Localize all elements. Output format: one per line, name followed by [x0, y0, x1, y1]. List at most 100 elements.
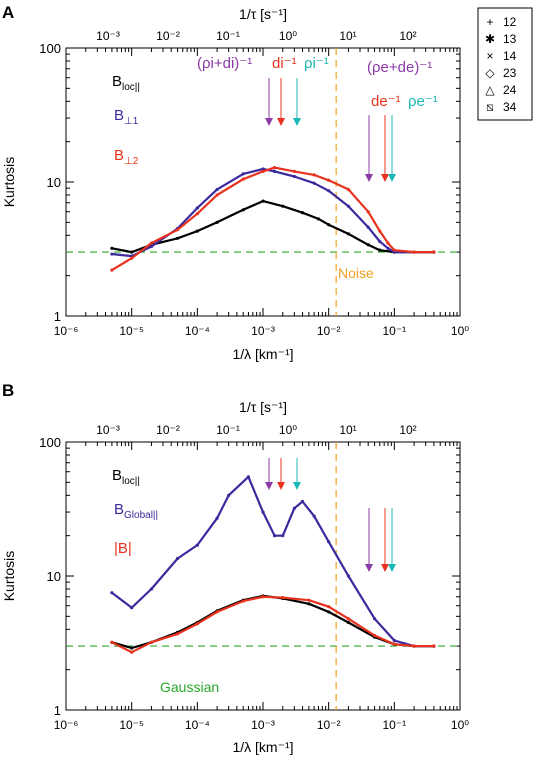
- panel-a-series-point: [432, 250, 436, 254]
- panel-a-annotations: (ρi+di)⁻¹ di⁻¹ ρi⁻¹ (ρe+de)⁻¹ de⁻¹ ρe⁻¹: [197, 55, 438, 182]
- panel-b-series-line-1: [111, 475, 434, 648]
- panel-b-annotations: [265, 458, 396, 572]
- panel-b-bloc-label: Bloc||: [112, 467, 140, 487]
- legend-symbol: ✱: [485, 32, 495, 46]
- panel-a-series-line-2: [111, 166, 434, 272]
- panel-a-series-point: [378, 248, 382, 252]
- panel-a-series-point: [312, 181, 316, 185]
- panel-b-scale-arrow-head: [388, 564, 396, 572]
- panel-b-scale-arrow-head: [293, 482, 301, 490]
- panel-a-xlabel: 1/λ [km⁻¹]: [232, 346, 293, 362]
- panel-b-scale-arrow-head: [277, 482, 285, 490]
- panel-a-x2-tick-label: 10⁻¹: [216, 29, 240, 43]
- panel-a-series-point: [366, 225, 370, 229]
- panel-b-series-point: [215, 516, 219, 520]
- panel-a-series-point: [110, 268, 114, 272]
- panel-a-x-tick-label: 10⁻¹: [382, 324, 406, 338]
- panel-a-annotation-label: de⁻¹: [371, 93, 401, 110]
- panel-a-scale-arrow-head: [265, 118, 273, 126]
- panel-a-series-point: [195, 206, 199, 210]
- panel-b-series-point: [292, 506, 296, 510]
- panel-a-series-point: [281, 204, 285, 208]
- panel-a-series-point: [272, 166, 277, 170]
- panel-b-series-point: [327, 605, 331, 609]
- legend-frame: [477, 7, 533, 121]
- panel-a-series-point: [215, 220, 219, 224]
- panel-a-series-line-0: [111, 200, 434, 254]
- panel-b-series-point: [149, 587, 154, 591]
- legend-label: 34: [503, 100, 517, 114]
- panel-a-x-tick-label: 10⁻⁴: [185, 324, 210, 338]
- panel-b-series-point: [130, 606, 134, 610]
- panel-b-xlabel: 1/λ [km⁻¹]: [232, 739, 293, 755]
- panel-b-label: B: [2, 381, 14, 400]
- panel-b-bglobal-label: BGlobal||: [114, 501, 158, 521]
- panel-a-scale-arrow-head: [388, 174, 396, 182]
- legend-symbol: ◇: [485, 66, 495, 80]
- panel-a-y-tick-label: 100: [39, 41, 61, 56]
- panel-a-series-point: [261, 199, 265, 203]
- panel-b-scale-arrow-head: [365, 564, 373, 572]
- panel-a-series-point: [346, 204, 351, 208]
- panel-b-x2-tick-label: 10²: [399, 423, 416, 437]
- panel-b-series-point: [175, 632, 180, 636]
- panel-b-x-tick-label: 10⁻⁶: [54, 718, 79, 732]
- panel-a-series-point: [261, 169, 265, 173]
- panel-a-bloc-label: Bloc||: [112, 73, 140, 93]
- panel-a-annotation-label: (ρe+de)⁻¹: [367, 59, 432, 76]
- panel-a-scale-arrow-head: [293, 118, 301, 126]
- panel-b-x-tick-label: 10⁻²: [317, 718, 341, 732]
- panel-a-series-point: [300, 211, 305, 215]
- panel-a-series-point: [312, 173, 316, 177]
- panel-a: A 10⁻⁶ 10⁻⁵ 10⁻⁴ 10⁻³ 10⁻² 10⁻¹ 10⁰ 10⁻³ 10⁻² 10⁻…: [1, 3, 469, 362]
- panel-b-series-point: [281, 595, 285, 600]
- panel-b-series-point: [227, 493, 231, 497]
- panel-b-scale-arrow-head: [381, 564, 389, 572]
- panel-a-x2-tick-label: 10⁰: [279, 29, 297, 43]
- panel-b-series-point: [261, 510, 265, 514]
- panel-a-series-point: [346, 232, 351, 236]
- panel-b-series-point: [110, 640, 114, 644]
- panel-a-y-tick-label: 10: [47, 175, 61, 190]
- panel-b-x-tick-label: 10⁻⁴: [185, 718, 210, 732]
- panel-b-x2-tick-label: 10⁻¹: [216, 423, 240, 437]
- panel-b-gaussian-label: Gaussian: [160, 679, 219, 695]
- panel-b-y-tick-label: 100: [39, 435, 61, 450]
- panel-a-annotation-label: ρe⁻¹: [408, 93, 438, 110]
- panel-b-x-tick-label: 10⁰: [451, 718, 469, 732]
- panel-a-series-point: [316, 217, 321, 221]
- panel-b-series-point: [195, 622, 199, 626]
- panel-a-x-tick-label: 10⁻⁵: [119, 324, 144, 338]
- legend-label: 14: [503, 49, 517, 63]
- panel-a-series-point: [366, 243, 370, 247]
- panel-b-series-point: [110, 591, 114, 595]
- panel-b-x2-tick-label: 10⁰: [279, 423, 297, 437]
- panel-a-series-point: [175, 228, 180, 232]
- legend-symbol: ×: [486, 49, 493, 63]
- panel-b-series-point: [392, 642, 396, 646]
- panel-b-x2-tick-label: 10⁻³: [96, 423, 120, 437]
- panel-b-reference-lines: [66, 442, 460, 710]
- panel-b-series-point: [346, 620, 351, 625]
- panel-a-bperp1-label: B⊥1: [114, 107, 139, 127]
- panel-a-annotation-label: di⁻¹: [272, 55, 297, 72]
- panel-b-series-point: [241, 599, 245, 603]
- panel-b-series-point: [195, 543, 199, 547]
- panel-b-series-point: [412, 644, 416, 648]
- panel-b-series-point: [246, 475, 251, 479]
- panel-a-bperp2-label: B⊥2: [114, 147, 139, 167]
- legend-symbol: △: [485, 83, 495, 97]
- panel-b-series-point: [327, 610, 331, 614]
- panel-a-series-point: [272, 169, 277, 173]
- panel-a-series: [110, 166, 436, 272]
- panel-b-series-line-2: [111, 595, 434, 654]
- panel-a-y-tick-label: 1: [54, 309, 61, 324]
- panel-b-x2-tick-label: 10¹: [339, 423, 356, 437]
- panel-a-series-point: [195, 212, 199, 216]
- panel-a-series-point: [149, 241, 154, 245]
- panel-a-series-point: [241, 172, 245, 176]
- panel-a-series-point: [327, 223, 331, 227]
- panel-a-x2-tick-label: 10¹: [339, 29, 356, 43]
